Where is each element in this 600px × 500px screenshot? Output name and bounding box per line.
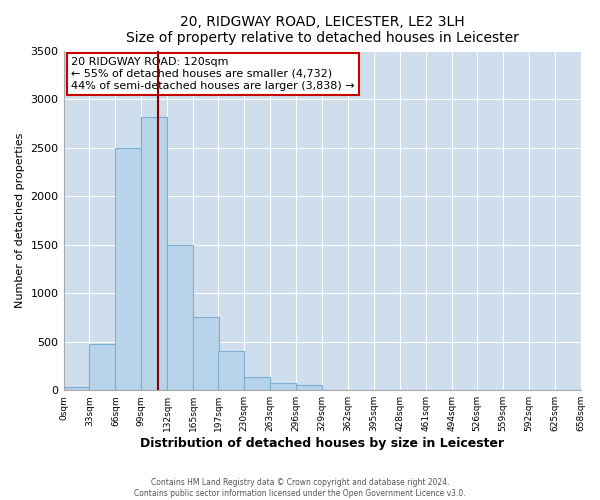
Bar xyxy=(89,344,115,390)
Bar xyxy=(115,148,142,390)
Bar xyxy=(167,244,193,390)
Text: 20 RIDGWAY ROAD: 120sqm
← 55% of detached houses are smaller (4,732)
44% of semi: 20 RIDGWAY ROAD: 120sqm ← 55% of detache… xyxy=(71,58,355,90)
Bar xyxy=(193,318,219,390)
Bar xyxy=(142,116,167,390)
Bar xyxy=(244,376,270,390)
Y-axis label: Number of detached properties: Number of detached properties xyxy=(15,132,25,308)
Bar xyxy=(296,386,322,390)
Bar xyxy=(218,352,244,390)
Bar xyxy=(64,388,89,390)
X-axis label: Distribution of detached houses by size in Leicester: Distribution of detached houses by size … xyxy=(140,437,504,450)
Bar xyxy=(270,383,296,390)
Title: 20, RIDGWAY ROAD, LEICESTER, LE2 3LH
Size of property relative to detached house: 20, RIDGWAY ROAD, LEICESTER, LE2 3LH Siz… xyxy=(125,15,518,45)
Text: Contains HM Land Registry data © Crown copyright and database right 2024.
Contai: Contains HM Land Registry data © Crown c… xyxy=(134,478,466,498)
